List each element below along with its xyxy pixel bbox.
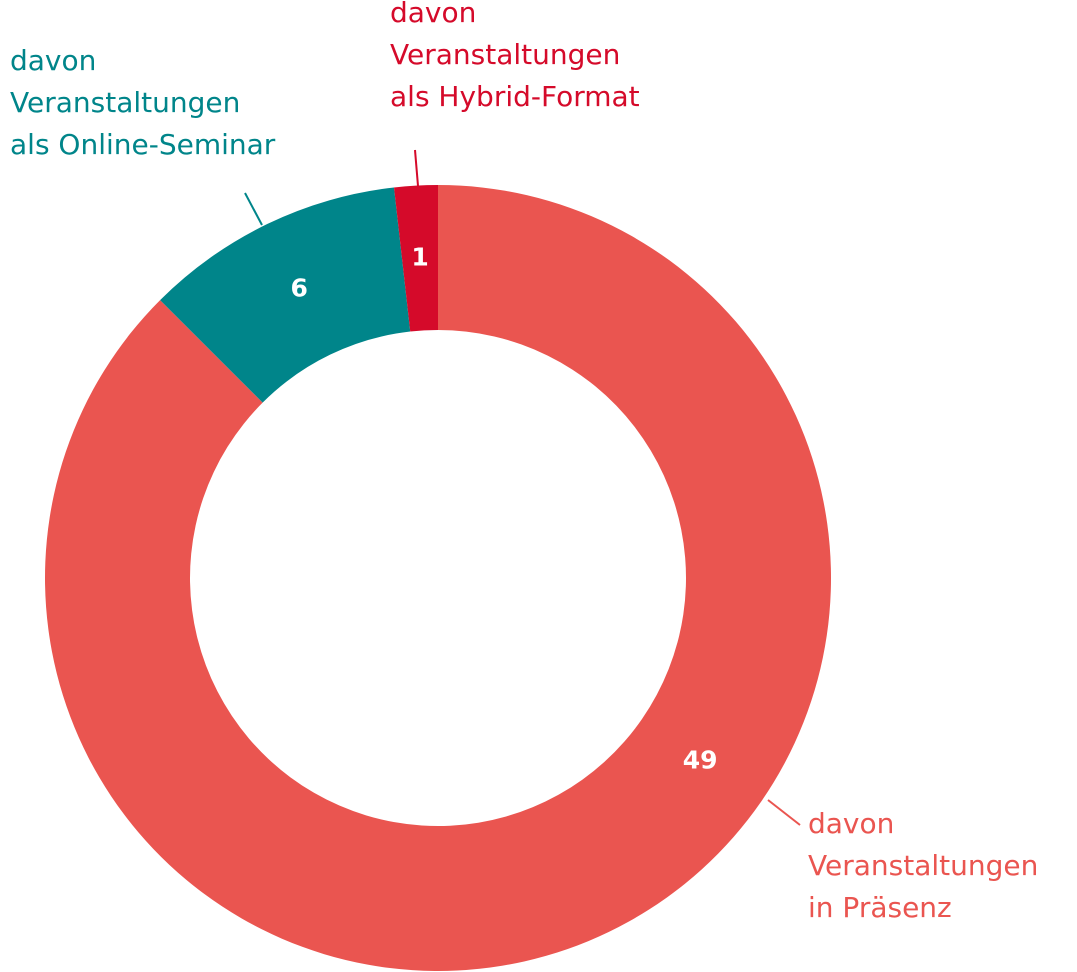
category-label-line: Veranstaltungen (390, 38, 620, 71)
donut-slice (160, 187, 411, 403)
category-label-line: davon (808, 807, 894, 840)
category-label-line: davon (390, 0, 476, 29)
value-label: 6 (290, 274, 307, 303)
category-label-line: als Online-Seminar (10, 128, 276, 161)
leader-line (244, 192, 263, 226)
value-label: 49 (683, 746, 718, 775)
category-label: davon Veranstaltungen als Hybrid-Format (390, 0, 640, 113)
leader-line (767, 799, 801, 826)
category-label-line: als Hybrid-Format (390, 80, 640, 113)
category-label-line: Veranstaltungen (808, 849, 1038, 882)
donut-slice (44, 185, 831, 971)
category-label: davon Veranstaltungen als Online-Seminar (10, 44, 276, 161)
category-label-line: davon (10, 44, 96, 77)
category-label-line: in Präsenz (808, 891, 952, 924)
value-label: 1 (411, 243, 428, 272)
category-label-line: Veranstaltungen (10, 86, 240, 119)
category-label: davon Veranstaltungen in Präsenz (808, 807, 1038, 924)
donut-slice (393, 185, 438, 332)
leader-line (414, 149, 419, 187)
